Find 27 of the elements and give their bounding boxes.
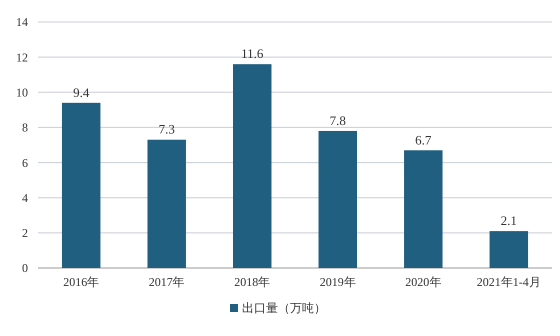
y-tick-label: 2	[22, 226, 28, 240]
x-tick-label: 2018年	[234, 275, 270, 289]
legend-label: 出口量（万吨）	[242, 301, 326, 316]
bar	[62, 102, 100, 268]
bar	[232, 64, 272, 268]
x-tick-label: 2020年	[405, 275, 442, 289]
x-tick-label: 2016年	[63, 275, 100, 289]
y-tick-label: 8	[22, 120, 28, 135]
y-tick-label: 12	[16, 50, 28, 64]
data-label: 7.8	[330, 112, 346, 128]
y-tick-label: 10	[16, 85, 28, 100]
bar	[404, 150, 443, 268]
data-label: 9.4	[73, 84, 90, 100]
x-tick-label: 2021年1-4月	[476, 275, 541, 289]
bar	[147, 140, 186, 268]
data-label: 6.7	[415, 132, 432, 148]
y-tick-label: 14	[16, 15, 28, 30]
x-tick-label: 2017年	[148, 275, 185, 289]
y-tick-label: 0	[22, 261, 28, 276]
bar	[490, 231, 528, 268]
bar	[318, 130, 358, 268]
x-tick-label: 2019年	[320, 275, 356, 289]
y-tick-label: 4	[22, 190, 28, 205]
data-label: 7.3	[158, 122, 175, 137]
y-tick-label: 6	[22, 156, 28, 170]
data-label: 2.1	[500, 213, 517, 228]
data-label: 11.6	[241, 46, 264, 62]
